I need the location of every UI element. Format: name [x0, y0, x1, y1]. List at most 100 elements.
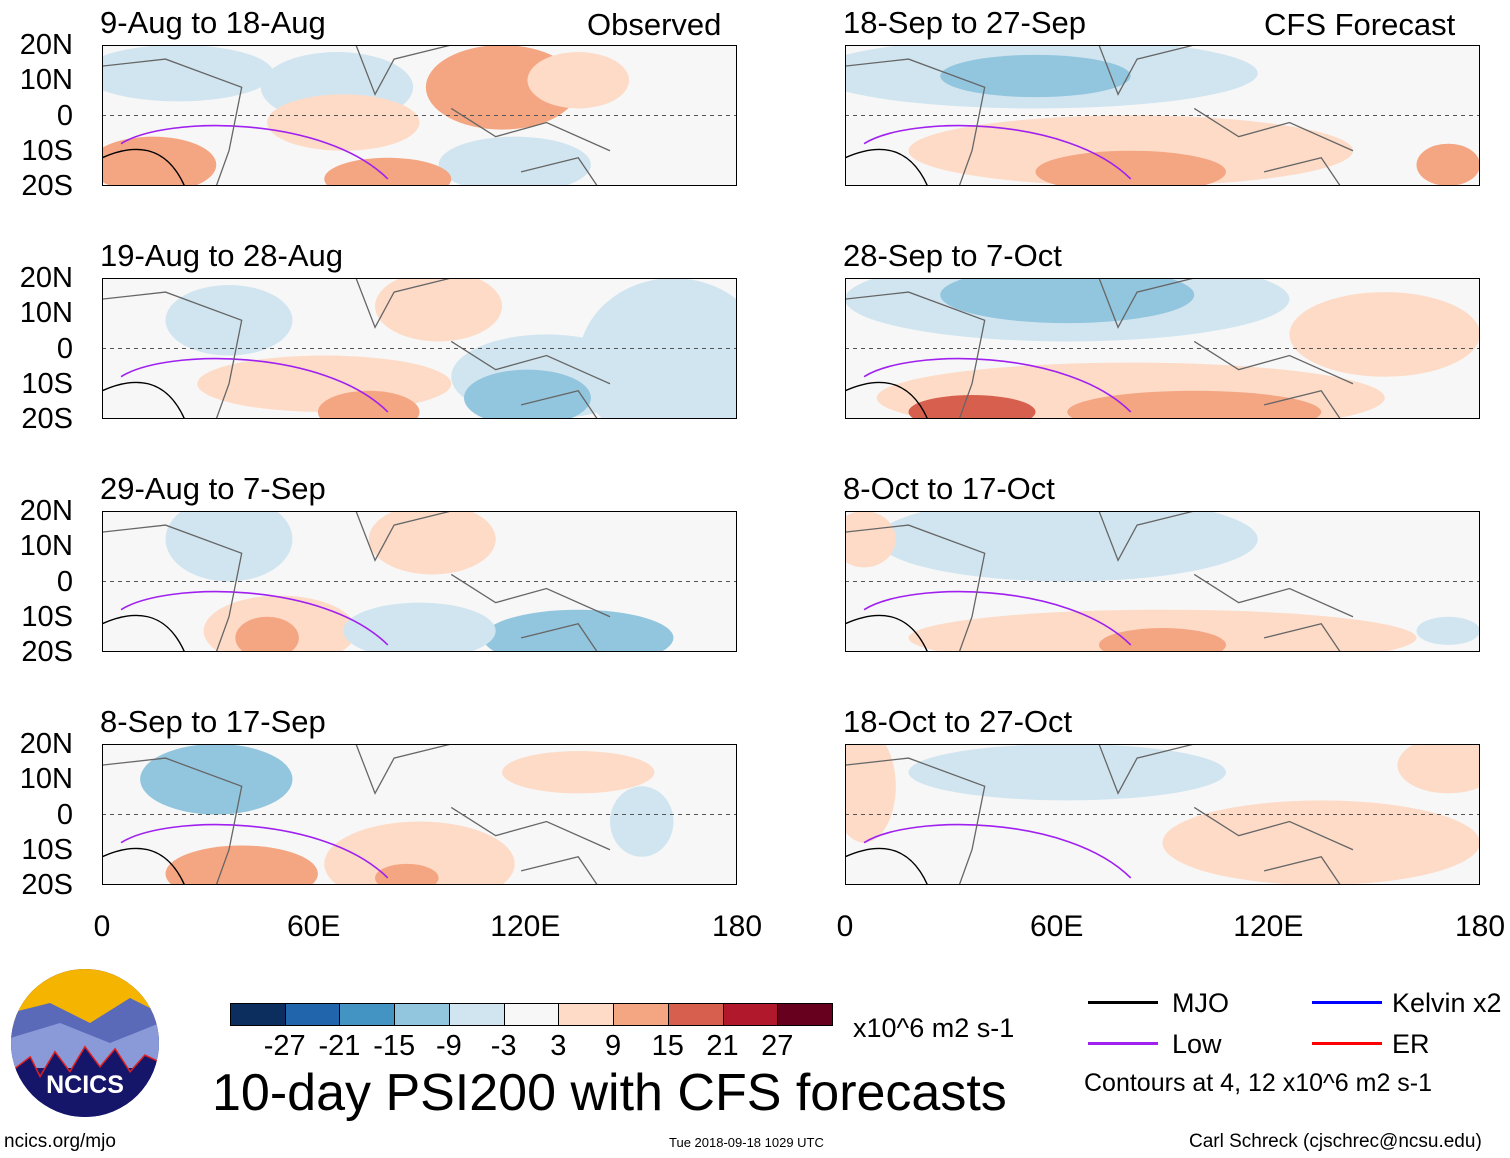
- lat-label: 20N: [19, 262, 73, 294]
- lat-label: 20S: [21, 170, 73, 202]
- colorbar-tick-label: -3: [490, 1030, 517, 1062]
- coastline: [102, 511, 611, 652]
- lat-label: 10N: [19, 530, 73, 563]
- anomaly-region: [845, 744, 896, 843]
- lon-label: 0: [836, 910, 854, 943]
- coastline: [845, 511, 1354, 652]
- lon-label: 180: [1454, 910, 1506, 943]
- legend-er-label: ER: [1392, 1029, 1430, 1059]
- lat-label: 20N: [19, 29, 73, 61]
- anomaly-region: [527, 52, 630, 109]
- mjo-contour: [102, 847, 186, 885]
- panel-title: 9-Aug to 18-Aug: [100, 5, 326, 40]
- anomaly-region: [483, 609, 674, 652]
- anomaly-region: [438, 136, 591, 186]
- map-panel: [102, 511, 737, 652]
- anomaly-region: [102, 45, 274, 102]
- colorbar-swatch: [230, 1003, 286, 1026]
- anomaly-region: [940, 278, 1195, 324]
- map-panel: [102, 278, 737, 419]
- lon-label: 0: [93, 910, 111, 943]
- anomaly-region: [368, 511, 496, 575]
- panel-title: 8-Oct to 17-Oct: [843, 471, 1055, 506]
- legend-mjo-line: [1088, 1001, 1158, 1004]
- lat-label: 10S: [21, 134, 73, 167]
- lat-label: 10N: [19, 763, 73, 796]
- anomaly-region: [502, 751, 655, 794]
- lat-label: 10S: [21, 600, 73, 633]
- anomaly-region: [267, 94, 420, 151]
- anomaly-region: [235, 616, 299, 652]
- lat-label: 0: [56, 798, 73, 831]
- anomaly-region: [463, 369, 591, 419]
- legend-kelvin-label: Kelvin x2: [1392, 988, 1502, 1018]
- logo-text: NCICS: [46, 1071, 124, 1099]
- anomaly-region: [845, 511, 896, 568]
- colorbar-tick-label: 15: [651, 1030, 684, 1062]
- observed-label: Observed: [587, 7, 722, 42]
- colorbar-swatch: [558, 1003, 615, 1026]
- colorbar-tick-label: 9: [605, 1030, 622, 1062]
- anomaly-region: [165, 285, 293, 356]
- map-panel: [845, 744, 1480, 885]
- mjo-contour: [102, 614, 186, 652]
- colorbar-swatch: [777, 1003, 833, 1026]
- lon-label: 60E: [1029, 910, 1084, 943]
- panel-title: 29-Aug to 7-Sep: [100, 471, 326, 506]
- anomaly-region: [324, 821, 515, 885]
- anomaly-region: [140, 744, 293, 815]
- anomaly-region: [610, 786, 674, 857]
- coastline: [845, 278, 1354, 419]
- contour-note: Contours at 4, 12 x10^6 m2 s-1: [1084, 1069, 1433, 1097]
- lat-label: 0: [56, 332, 73, 365]
- panel-title: 19-Aug to 28-Aug: [100, 238, 344, 273]
- lat-label: 20N: [19, 495, 73, 527]
- lat-label: 20N: [19, 728, 73, 760]
- anomaly-region: [317, 390, 420, 419]
- low-contour: [863, 590, 1132, 646]
- colorbar-swatch: [613, 1003, 669, 1026]
- figure-title: 10-day PSI200 with CFS forecasts: [212, 1064, 1007, 1122]
- panel-title: 18-Oct to 27-Oct: [843, 704, 1073, 739]
- map-panel: [102, 744, 737, 885]
- map-panel: [845, 511, 1480, 652]
- anomaly-region: [165, 845, 318, 885]
- low-contour: [120, 590, 389, 646]
- anomaly-region: [908, 395, 1036, 419]
- anomaly-region: [1067, 390, 1322, 419]
- anomaly-region: [940, 54, 1131, 98]
- colorbar-tick-label: -15: [373, 1030, 416, 1062]
- lon-label: 180: [711, 910, 763, 943]
- colorbar-swatch: [503, 1003, 560, 1026]
- panel-title: 8-Sep to 17-Sep: [100, 704, 326, 739]
- low-contour: [120, 357, 389, 413]
- footer-url[interactable]: ncics.org/mjo: [4, 1131, 116, 1152]
- colorbar-swatch: [722, 1003, 779, 1026]
- anomaly-region: [908, 115, 1353, 186]
- mjo-contour: [102, 381, 186, 419]
- map-panel: [845, 278, 1480, 419]
- anomaly-region: [1035, 150, 1226, 186]
- lat-label: 10S: [21, 833, 73, 866]
- map-panel: [845, 45, 1480, 186]
- low-contour: [863, 124, 1132, 180]
- legend-mjo-label: MJO: [1172, 988, 1229, 1018]
- low-contour: [120, 823, 389, 879]
- colorbar-tick-label: -9: [436, 1030, 462, 1062]
- lat-label: 20S: [21, 403, 73, 435]
- colorbar-swatch: [448, 1003, 505, 1026]
- anomaly-region: [165, 511, 293, 582]
- mjo-contour: [845, 148, 929, 186]
- legend-er-line: [1312, 1042, 1382, 1045]
- colorbar-units: x10^6 m2 s-1: [853, 1013, 1015, 1043]
- footer-author: Carl Schreck (cjschrec@ncsu.edu): [1189, 1131, 1482, 1152]
- anomaly-region: [375, 278, 503, 342]
- lat-label: 10N: [19, 297, 73, 330]
- legend-low-line: [1088, 1042, 1158, 1045]
- low-contour: [120, 124, 389, 180]
- anomaly-region: [1289, 292, 1480, 377]
- colorbar-swatch: [394, 1003, 450, 1026]
- anomaly-region: [876, 511, 1258, 582]
- low-contour: [863, 357, 1132, 413]
